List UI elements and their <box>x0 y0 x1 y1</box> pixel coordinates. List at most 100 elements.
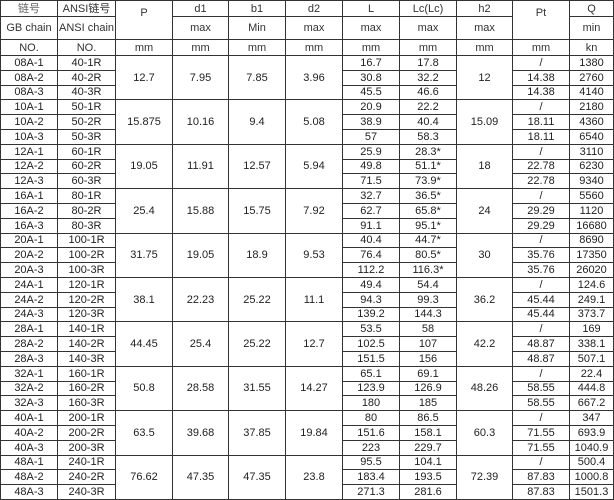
pin-length-lc: 86.5 <box>399 410 457 426</box>
pin-length-l: 94.3 <box>342 291 400 308</box>
pin-d2: 14.27 <box>285 365 343 412</box>
gb-chain-no: 24A-3 <box>0 306 58 323</box>
tensile-strength-q: 4140 <box>569 84 614 101</box>
transverse-pitch-pt: / <box>512 321 570 338</box>
pin-length-lc: 65.8* <box>399 202 457 219</box>
pin-length-lc: 22.2 <box>399 99 457 116</box>
ansi-chain-no: 40-2R <box>57 69 116 86</box>
pin-length-l: 271.3 <box>342 484 400 500</box>
table-row: 40A-1 200-1R 63.5 39.68 37.85 19.84 80 86.5 60.3… <box>0 410 614 456</box>
pin-length-lc: 44.7* <box>399 232 457 249</box>
transverse-pitch-pt: 48.87 <box>512 350 570 367</box>
pin-length-lc: 54.4 <box>399 276 457 293</box>
roller-d1: 47.35 <box>172 454 229 500</box>
gb-chain-no: 12A-1 <box>0 143 58 160</box>
header-l-sub: max <box>342 16 400 40</box>
plate-height-h2: 12 <box>456 54 513 101</box>
inner-width-b1: 7.85 <box>228 54 286 101</box>
table-row: 24A-1 120-1R 38.1 22.23 25.22 11.1 49.4 54.4 36.… <box>0 276 614 323</box>
pin-d2: 5.94 <box>285 143 343 190</box>
tensile-strength-q: 17350 <box>569 247 614 264</box>
ansi-chain-no: 80-2R <box>57 202 116 219</box>
transverse-pitch-pt: 45.44 <box>512 306 570 323</box>
pin-d2: 11.1 <box>285 276 343 323</box>
pin-length-l: 223 <box>342 439 400 456</box>
ansi-chain-no: 40-3R <box>57 84 116 101</box>
pitch-p: 76.62 <box>115 454 173 500</box>
pitch-p: 63.5 <box>115 410 173 456</box>
pin-length-lc: 32.2 <box>399 69 457 86</box>
unit-b1: mm <box>228 39 286 56</box>
inner-width-b1: 12.57 <box>228 143 286 190</box>
pin-length-lc: 36.5* <box>399 188 457 204</box>
ansi-chain-no: 160-3R <box>57 395 116 412</box>
roller-d1: 10.16 <box>172 99 229 145</box>
pin-length-l: 151.5 <box>342 350 400 367</box>
ansi-chain-no: 200-3R <box>57 439 116 456</box>
table-row: 20A-1 100-1R 31.75 19.05 18.9 9.53 40.4 44.7* 30… <box>0 232 614 278</box>
ansi-chain-no: 160-2R <box>57 380 116 397</box>
ansi-chain-no: 100-1R <box>57 232 116 249</box>
tensile-strength-q: 1000.8 <box>569 469 614 486</box>
tensile-strength-q: 22.4 <box>569 365 614 382</box>
tensile-strength-q: 338.1 <box>569 336 614 352</box>
pin-length-l: 45.5 <box>342 84 400 101</box>
tensile-strength-q: 124.6 <box>569 276 614 293</box>
plate-height-h2: 18 <box>456 143 513 190</box>
tensile-strength-q: 169 <box>569 321 614 338</box>
gb-chain-no: 20A-2 <box>0 247 58 264</box>
gb-chain-no: 28A-3 <box>0 350 58 367</box>
gb-chain-no: 24A-2 <box>0 291 58 308</box>
header-d1-sub: max <box>172 16 229 40</box>
pin-length-lc: 158.1 <box>399 424 457 441</box>
header-ansi-cn: ANSI链号 <box>57 0 116 17</box>
tensile-strength-q: 2180 <box>569 99 614 116</box>
ansi-chain-no: 50-3R <box>57 128 116 145</box>
pin-length-l: 38.9 <box>342 114 400 130</box>
header-gb-cn: 链号 <box>0 0 58 17</box>
transverse-pitch-pt: 14.38 <box>512 84 570 101</box>
pin-length-lc: 80.5* <box>399 247 457 264</box>
inner-width-b1: 31.55 <box>228 365 286 412</box>
pin-length-lc: 104.1 <box>399 454 457 471</box>
header-gb-chain: GB chain <box>0 16 58 40</box>
plate-height-h2: 30 <box>456 232 513 278</box>
plate-height-h2: 48.26 <box>456 365 513 412</box>
unit-l: mm <box>342 39 400 56</box>
roller-d1: 11.91 <box>172 143 229 190</box>
pin-length-lc: 40.4 <box>399 114 457 130</box>
pitch-p: 25.4 <box>115 188 173 234</box>
transverse-pitch-pt: 58.55 <box>512 380 570 397</box>
pitch-p: 44.45 <box>115 321 173 367</box>
ansi-chain-no: 100-2R <box>57 247 116 264</box>
inner-width-b1: 18.9 <box>228 232 286 278</box>
pin-d2: 3.96 <box>285 54 343 101</box>
tensile-strength-q: 4360 <box>569 114 614 130</box>
pin-length-lc: 229.7 <box>399 439 457 456</box>
pin-length-lc: 185 <box>399 395 457 412</box>
pin-length-l: 80 <box>342 410 400 426</box>
table-row: 48A-2 240-2R 183.4 193.5 87.83 1000.8 <box>0 469 614 486</box>
table-row: 32A-1 160-1R 50.8 28.58 31.55 14.27 65.1 69.1 48… <box>0 365 614 412</box>
tensile-strength-q: 444.8 <box>569 380 614 397</box>
transverse-pitch-pt: 87.83 <box>512 469 570 486</box>
tensile-strength-q: 6540 <box>569 128 614 145</box>
pitch-p: 38.1 <box>115 276 173 323</box>
pin-length-l: 102.5 <box>342 336 400 352</box>
unit-p: mm <box>115 39 173 56</box>
header-ansi-chain: ANSI chain <box>57 16 116 40</box>
tensile-strength-q: 373.7 <box>569 306 614 323</box>
pin-length-lc: 58 <box>399 321 457 338</box>
table-row: 16A-2 80-2R 62.7 65.8* 29.29 1120 <box>0 202 614 219</box>
ansi-chain-no: 120-2R <box>57 291 116 308</box>
table-row: 28A-2 140-2R 102.5 107 48.87 338.1 <box>0 336 614 352</box>
gb-chain-no: 28A-1 <box>0 321 58 338</box>
table-row: 24A-2 120-2R 94.3 99.3 45.44 249.1 <box>0 291 614 308</box>
inner-width-b1: 15.75 <box>228 188 286 234</box>
table-row: 10A-1 50-1R 15.875 10.16 9.4 5.08 20.9 22.2 15.0… <box>0 99 614 145</box>
pin-length-lc: 69.1 <box>399 365 457 382</box>
pin-length-lc: 99.3 <box>399 291 457 308</box>
header-d1: d1 <box>172 0 229 17</box>
tensile-strength-q: 249.1 <box>569 291 614 308</box>
transverse-pitch-pt: 22.78 <box>512 173 570 190</box>
